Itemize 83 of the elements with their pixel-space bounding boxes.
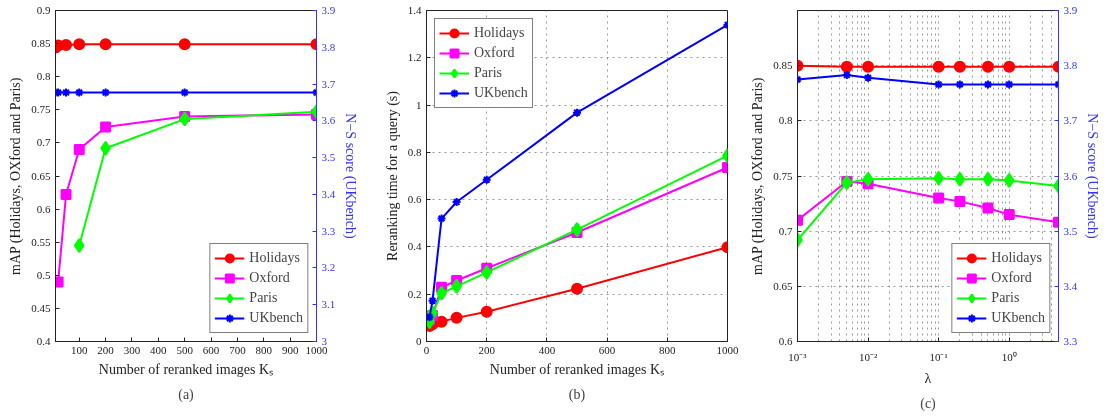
y-tick-label: 0.4: [36, 335, 51, 347]
x-tick-label: 800: [659, 343, 677, 356]
x-tick-label: 10⁻¹: [929, 350, 948, 363]
legend-label: UKbench: [249, 310, 303, 326]
y2-tick-label: 3.9: [1063, 4, 1078, 16]
x-tick-label: 600: [202, 343, 220, 356]
text: (c): [920, 395, 937, 412]
x-axis-title: Number of reranked images Kₛ: [489, 361, 665, 377]
legend-label: Paris: [474, 65, 502, 81]
y-tick-label: 0.2: [407, 287, 422, 300]
x-axis-title: Number of reranked images Kₛ: [98, 361, 274, 377]
y-tick-label: 0.45: [31, 301, 51, 314]
legend-label: Holidays: [991, 250, 1042, 266]
x-tick-label: 1000: [716, 343, 739, 356]
y-tick-label: 0.75: [31, 103, 51, 116]
y-axis-title: Reranking time for a query (s): [384, 90, 401, 261]
y2-tick-label: 3.3: [321, 224, 336, 237]
y2-tick-label: 3.5: [1063, 224, 1078, 237]
text: (a): [178, 386, 195, 403]
y-tick-label: 0.7: [36, 136, 51, 149]
y2-tick-label: 3.8: [1063, 59, 1078, 72]
y2-axis-title: N−S score (UKbench): [342, 113, 359, 239]
y2-tick-label: 3.1: [321, 298, 336, 311]
y-tick-label: 0.8: [407, 145, 422, 158]
y2-axis-title: N−S score (UKbench): [1084, 113, 1101, 239]
text: (b): [568, 386, 586, 403]
y-tick-label: 0.65: [773, 279, 793, 292]
x-tick-label: 600: [598, 343, 616, 356]
y-tick-label: 0.5: [36, 268, 51, 281]
x-tick-label: 300: [123, 343, 141, 356]
y-tick-label: 0.65: [31, 169, 51, 182]
y-axis-title: mAP (Holidays, OXford and Paris): [750, 77, 767, 275]
y2-tick-label: 3.6: [321, 114, 336, 127]
x-tick-label: 900: [281, 343, 299, 356]
y-tick-label: 0.8: [778, 114, 793, 127]
y-tick-label: 1.4: [407, 4, 422, 16]
y-tick-label: 0.4: [407, 240, 422, 253]
legend-label: UKbench: [474, 85, 528, 101]
y2-tick-label: 3.5: [321, 151, 336, 164]
y-tick-label: 0.55: [31, 235, 51, 248]
legend-label: Oxford: [474, 45, 515, 61]
x-tick-label: 400: [150, 343, 168, 356]
y2-tick-label: 3.7: [321, 77, 336, 90]
x-tick-label: 800: [255, 343, 273, 356]
y-tick-label: 0.6: [778, 335, 793, 347]
x-tick-label: 500: [176, 343, 194, 356]
y-tick-label: 0.6: [36, 202, 51, 215]
y2-tick-label: 3.7: [1063, 114, 1078, 127]
y-tick-label: 0.6: [407, 193, 422, 206]
x-tick-label: 200: [478, 343, 496, 356]
y2-tick-label: 3.4: [1063, 279, 1078, 292]
y-tick-label: 0.9: [36, 4, 51, 16]
y-tick-label: 0.85: [31, 37, 51, 50]
y-tick-label: 0: [416, 335, 422, 347]
y-tick-label: 0.7: [778, 224, 793, 237]
y2-tick-label: 3.9: [321, 4, 336, 16]
y-tick-label: 1: [416, 98, 422, 111]
x-tick-label: 700: [229, 343, 247, 356]
y2-tick-label: 3.3: [1063, 335, 1078, 347]
y-tick-label: 0.85: [773, 59, 793, 72]
x-tick-label: 10⁰: [1001, 350, 1017, 363]
legend-label: Oxford: [249, 270, 290, 286]
y-axis-title: mAP (Holidays, OXford and Paris): [8, 77, 25, 275]
y2-tick-label: 3.4: [321, 187, 336, 200]
y-tick-label: 0.75: [773, 169, 793, 182]
y2-tick-label: 3.2: [321, 261, 336, 274]
y-tick-label: 1.2: [407, 51, 422, 64]
legend-label: Paris: [991, 290, 1020, 306]
x-tick-label: 400: [538, 343, 556, 356]
x-axis-title: λ: [924, 370, 932, 386]
y2-tick-label: 3.8: [321, 40, 336, 53]
legend-label: Holidays: [249, 250, 300, 266]
x-tick-label: 200: [97, 343, 115, 356]
legend-label: UKbench: [991, 310, 1045, 326]
y-tick-label: 0.8: [36, 70, 51, 83]
x-tick-label: 100: [70, 343, 88, 356]
legend-label: Holidays: [474, 25, 525, 41]
y2-tick-label: 3.6: [1063, 169, 1078, 182]
legend-label: Oxford: [991, 270, 1032, 286]
x-tick-label: 10⁻³: [788, 350, 808, 363]
y2-tick-label: 3: [321, 335, 328, 347]
x-tick-label: 10⁻²: [858, 350, 878, 363]
legend-label: Paris: [249, 290, 278, 306]
